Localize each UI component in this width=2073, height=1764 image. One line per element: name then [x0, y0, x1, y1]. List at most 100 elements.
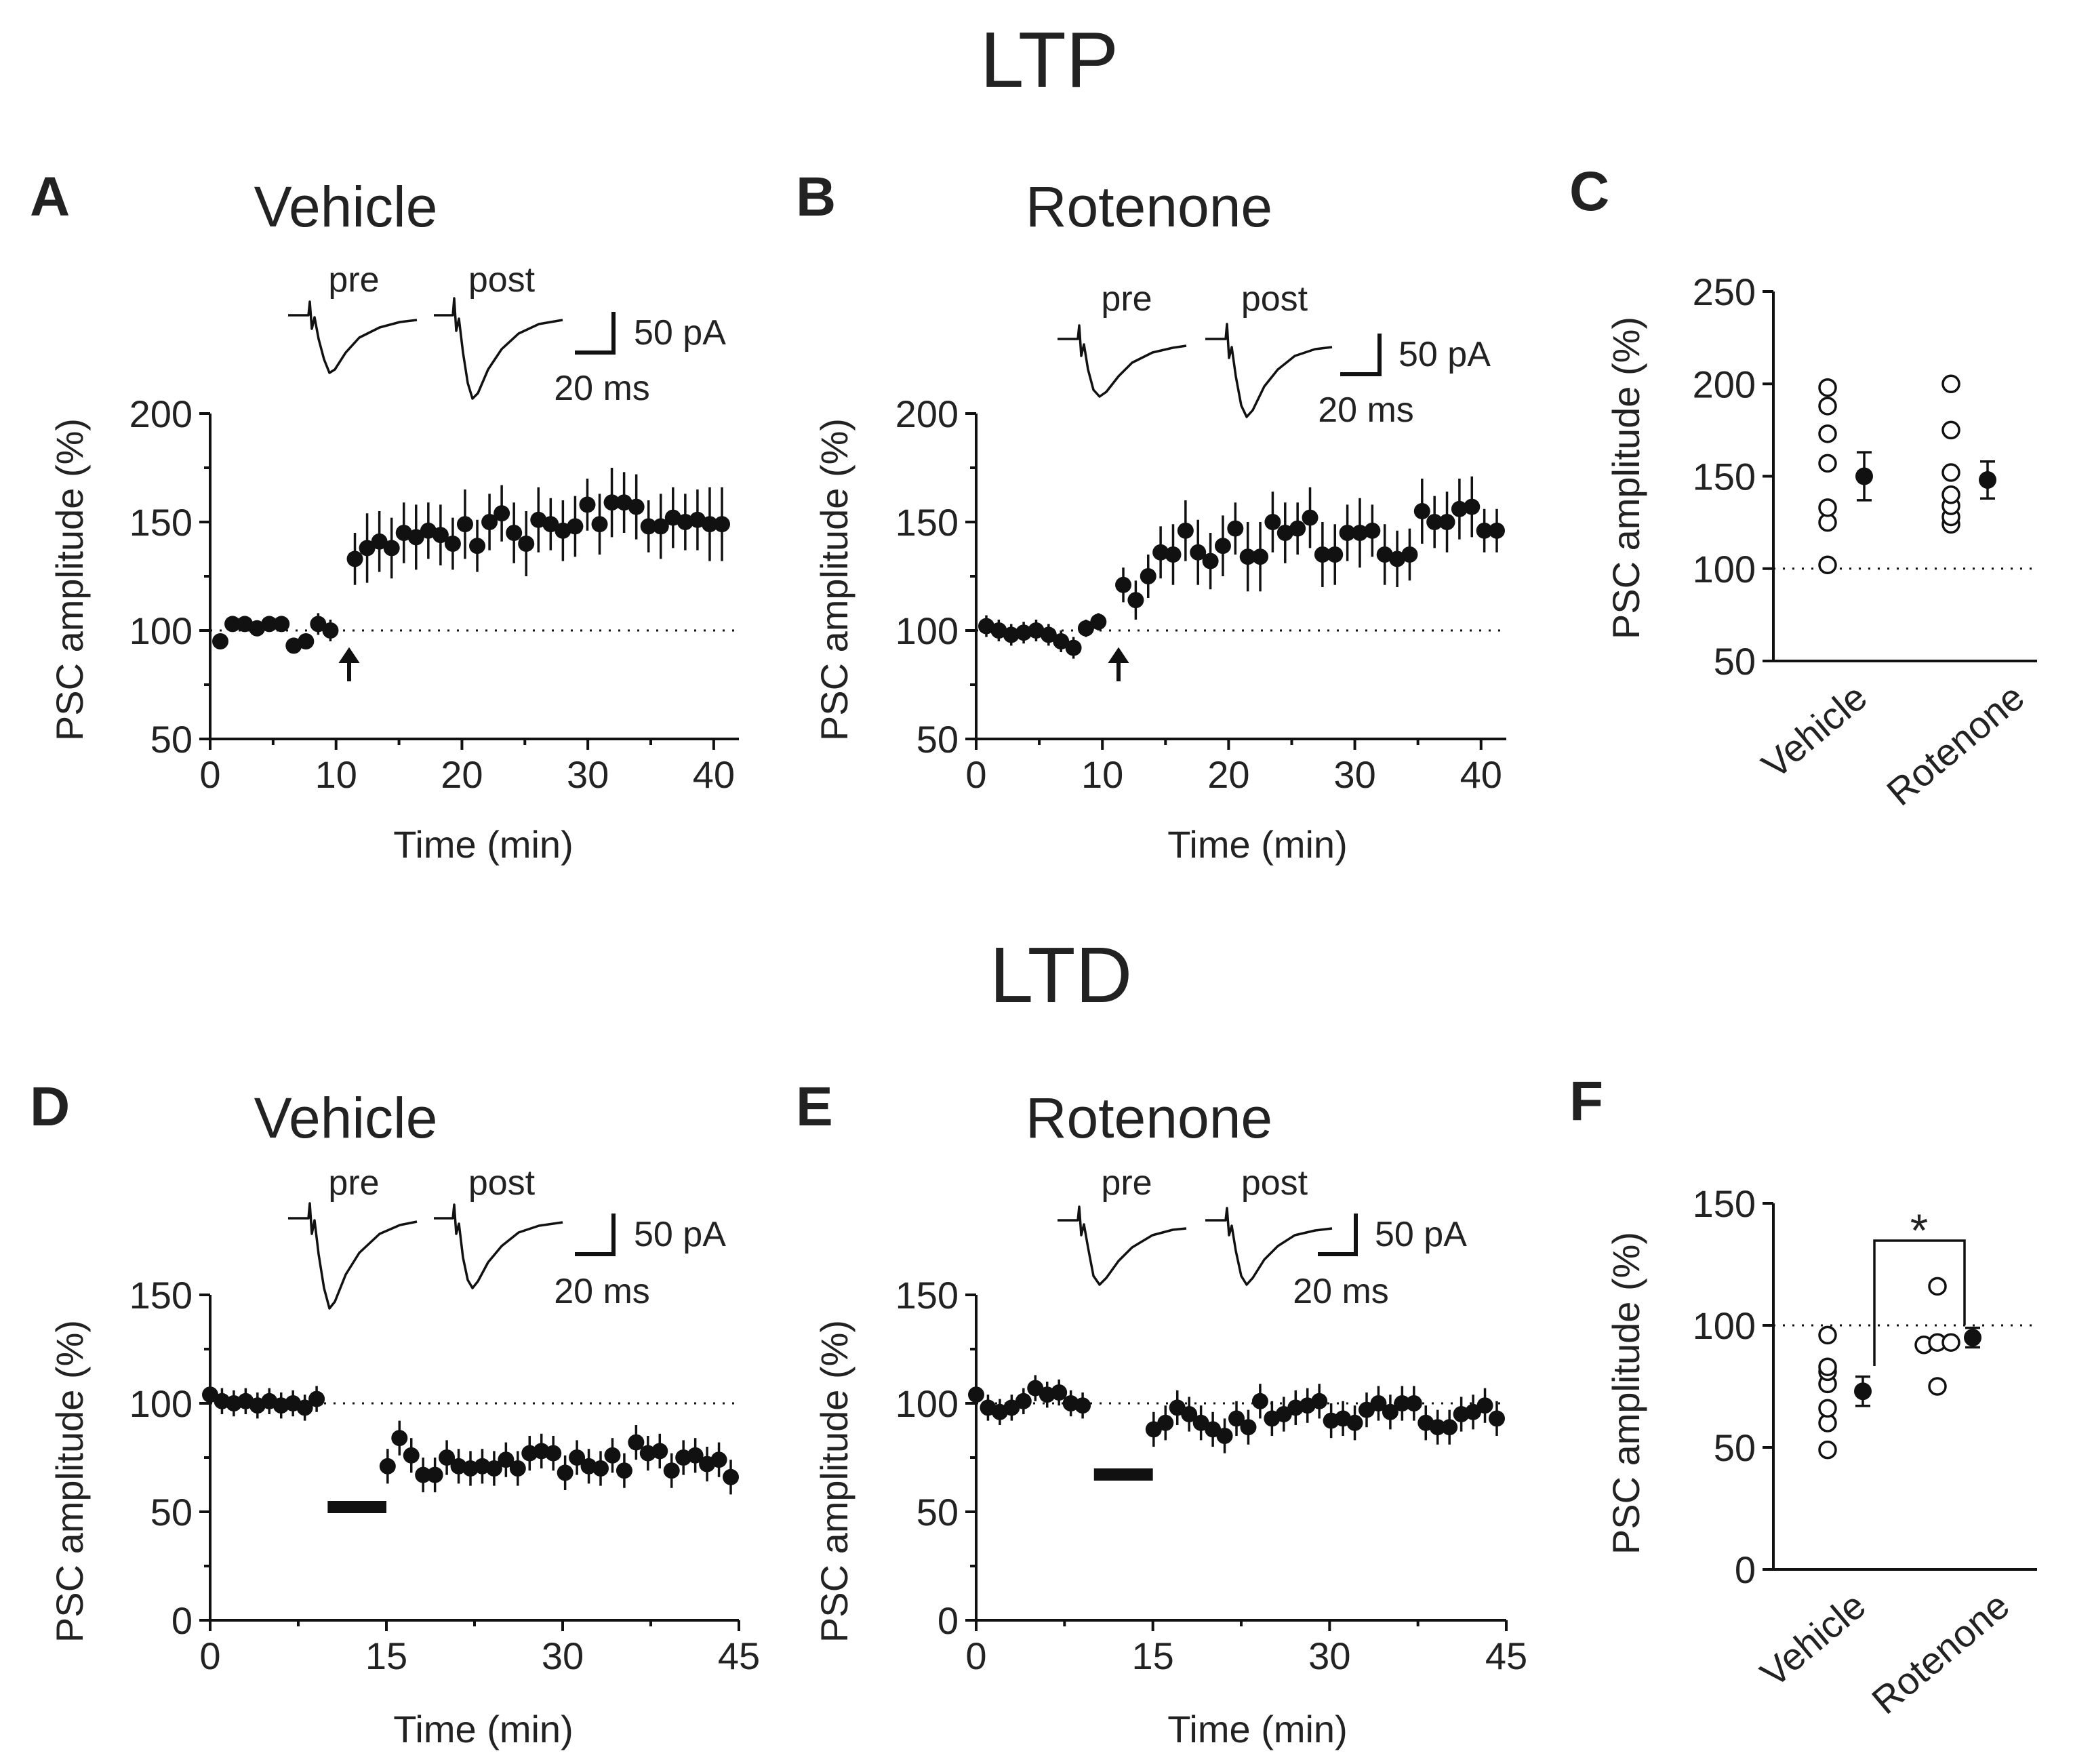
panel-title: Vehicle: [254, 175, 438, 239]
data-point: [710, 1451, 727, 1468]
data-point: [432, 527, 449, 544]
individual-point: [1941, 374, 1960, 393]
mean-point: [1855, 467, 1873, 485]
post-label: post: [1241, 1163, 1308, 1203]
post-trace: [434, 297, 563, 400]
data-point: [1192, 1414, 1209, 1431]
data-point: [1489, 522, 1505, 539]
data-point: [1165, 546, 1182, 563]
data-point: [628, 1434, 645, 1451]
pre-label: pre: [328, 1163, 379, 1203]
y-tick-label: 150: [895, 1274, 959, 1317]
y-tick-label: 150: [1693, 456, 1756, 498]
scale-amplitude: 50 pA: [1398, 335, 1491, 374]
axis-ticks: 0 50 100 150 0 15 30 45: [895, 1274, 1528, 1677]
data-point: [663, 1462, 680, 1479]
data-point: [322, 622, 339, 639]
y-tick-label: 100: [1693, 548, 1756, 590]
data-point: [1152, 544, 1169, 561]
data-point: [1140, 568, 1156, 584]
x-tick-label: 30: [567, 753, 609, 796]
data-point: [1240, 1419, 1257, 1436]
pre-trace: [288, 300, 418, 374]
example-traces: pre post 50 pA 20 ms: [288, 1163, 726, 1311]
data-point: [1465, 1403, 1482, 1420]
scale-amplitude: 50 pA: [634, 1215, 726, 1254]
data-point: [1040, 626, 1057, 643]
y-tick-label: 50: [917, 718, 959, 761]
x-tick-label: 0: [965, 1635, 986, 1677]
data-point: [1015, 1392, 1032, 1409]
x-axis-label: Time (min): [1167, 1708, 1347, 1750]
scale-time: 20 ms: [1293, 1272, 1389, 1311]
data-point: [212, 633, 228, 649]
data-point: [1090, 614, 1107, 630]
plot-axes: [975, 414, 1506, 740]
scale-time: 20 ms: [554, 1272, 650, 1311]
data-marks: [1773, 1277, 2037, 1460]
data-point: [1358, 1401, 1375, 1418]
data-point: [420, 522, 437, 539]
y-axis-label: PSC amplitude (%): [1605, 1232, 1647, 1555]
axis-ticks: 50 100 150 200 0 10 20 30 40: [129, 393, 735, 796]
data-point: [1327, 546, 1344, 563]
pre-label: pre: [328, 260, 379, 300]
data-point: [237, 616, 254, 633]
panel-title: Rotenone: [1026, 1086, 1272, 1150]
data-point: [1370, 1395, 1387, 1411]
data-point: [651, 1443, 668, 1460]
data-point: [1364, 522, 1381, 539]
data-point: [1202, 553, 1219, 569]
data-marks: [1773, 374, 2037, 575]
x-tick-label: 15: [1132, 1635, 1174, 1677]
individual-point: [1818, 1357, 1837, 1376]
x-tick-label: 40: [693, 753, 735, 796]
post-label: post: [468, 1163, 536, 1203]
data-point: [1401, 546, 1418, 563]
panel-letter: F: [1569, 1070, 1603, 1132]
pre-trace: [288, 1202, 418, 1310]
scale-amplitude: 50 pA: [634, 313, 726, 353]
post-label: post: [468, 260, 536, 300]
data-point: [968, 1386, 984, 1403]
individual-point: [1928, 1377, 1947, 1396]
data-point: [616, 494, 632, 511]
data-point: [456, 516, 473, 533]
data-point: [1074, 1397, 1091, 1414]
x-axis-label: Time (min): [393, 1708, 573, 1750]
data-point: [1346, 1414, 1363, 1431]
scale-bar: [575, 312, 616, 355]
x-tick-label: 30: [1333, 753, 1375, 796]
post-trace: [434, 1203, 563, 1289]
y-tick-label: 150: [895, 501, 959, 544]
y-tick-label: 0: [172, 1599, 193, 1642]
data-point: [1429, 1419, 1446, 1436]
scale-bar: [1318, 1214, 1358, 1256]
data-point: [285, 637, 302, 654]
x-tick-label: 20: [441, 753, 483, 796]
x-tick-label: 40: [1460, 753, 1502, 796]
data-point: [1205, 1421, 1222, 1438]
data-point: [403, 1447, 420, 1464]
panel-title: Vehicle: [254, 1086, 438, 1150]
data-point: [557, 1464, 573, 1481]
data-point: [346, 550, 363, 567]
data-point: [1227, 520, 1244, 537]
data-marks: [968, 1375, 1506, 1454]
data-point: [407, 529, 424, 546]
y-tick-label: 200: [129, 393, 193, 435]
data-point: [202, 1386, 218, 1403]
data-point: [603, 494, 620, 511]
data-point: [359, 540, 376, 557]
data-marks: [210, 468, 739, 654]
scale-bar: [1340, 334, 1382, 376]
panel-letter: C: [1569, 161, 1609, 222]
data-point: [1339, 525, 1356, 541]
data-point: [1314, 546, 1331, 563]
y-tick-label: 50: [1714, 640, 1756, 683]
data-point: [444, 536, 461, 552]
x-axis-label: Time (min): [1167, 823, 1347, 866]
example-traces: pre post 50 pA 20 ms: [288, 260, 726, 408]
data-point: [1115, 576, 1132, 593]
